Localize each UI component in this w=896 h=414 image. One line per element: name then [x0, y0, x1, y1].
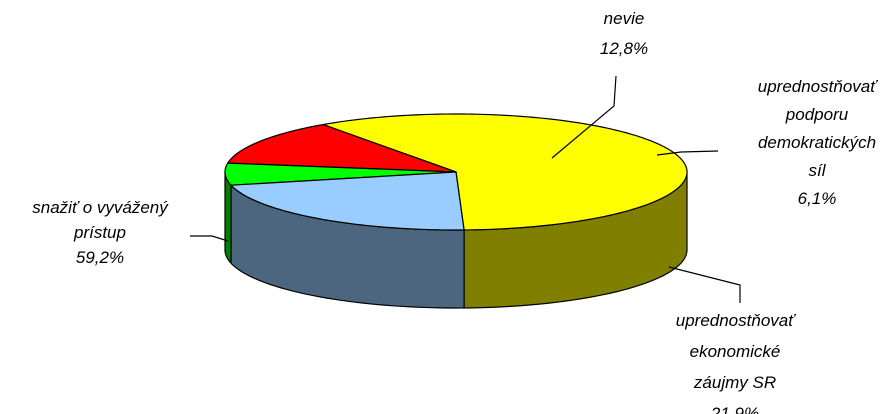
leader-line-0 — [190, 235, 229, 242]
pie-slice-sna-i-o-vyv-en-0 — [322, 113, 688, 231]
leader-line-3 — [668, 266, 741, 303]
slice-name-label: nevie — [604, 9, 645, 28]
pie-slice-uprednost-ova-3 — [230, 171, 465, 231]
slice-name-label: uprednostňovať — [676, 311, 796, 330]
pie-slices — [224, 113, 688, 231]
leader-line-2 — [656, 150, 719, 156]
slice-labels: snažiť o vyvážený prístup 59,2% nevie 12,8% u… — [32, 9, 878, 414]
slice-name-label: uprednostňovať — [758, 77, 878, 96]
slice-value-label: 12,8% — [600, 39, 648, 58]
slice-label-3: uprednostňovať ekonomické záujmy SR 21,9% — [676, 311, 796, 414]
slice-name-label: záujmy SR — [693, 373, 776, 392]
slice-name-label: podporu — [785, 105, 849, 124]
slice-name-label: prístup — [73, 223, 126, 242]
slice-name-label: demokratických — [758, 133, 876, 152]
slice-value-label: 21,9% — [710, 404, 759, 414]
slice-label-2: uprednostňovať podporu demokratických síl 6,… — [758, 77, 878, 208]
slice-label-1: nevie 12,8% — [600, 9, 648, 58]
pie-side-uprednost-ova-2 — [224, 172, 232, 265]
leader-line-1 — [551, 75, 617, 159]
pie-slice-nevie-1 — [227, 123, 457, 173]
slice-value-label: 59,2% — [76, 248, 124, 267]
slice-name-label: snažiť o vyvážený — [32, 198, 169, 217]
pie-slice-uprednost-ova-2 — [224, 162, 457, 186]
slice-name-label: ekonomické — [690, 342, 781, 361]
slice-name-label: síl — [809, 161, 827, 180]
slice-value-label: 6,1% — [798, 189, 837, 208]
leader-lines — [190, 75, 741, 303]
slice-label-0: snažiť o vyvážený prístup 59,2% — [32, 198, 169, 267]
